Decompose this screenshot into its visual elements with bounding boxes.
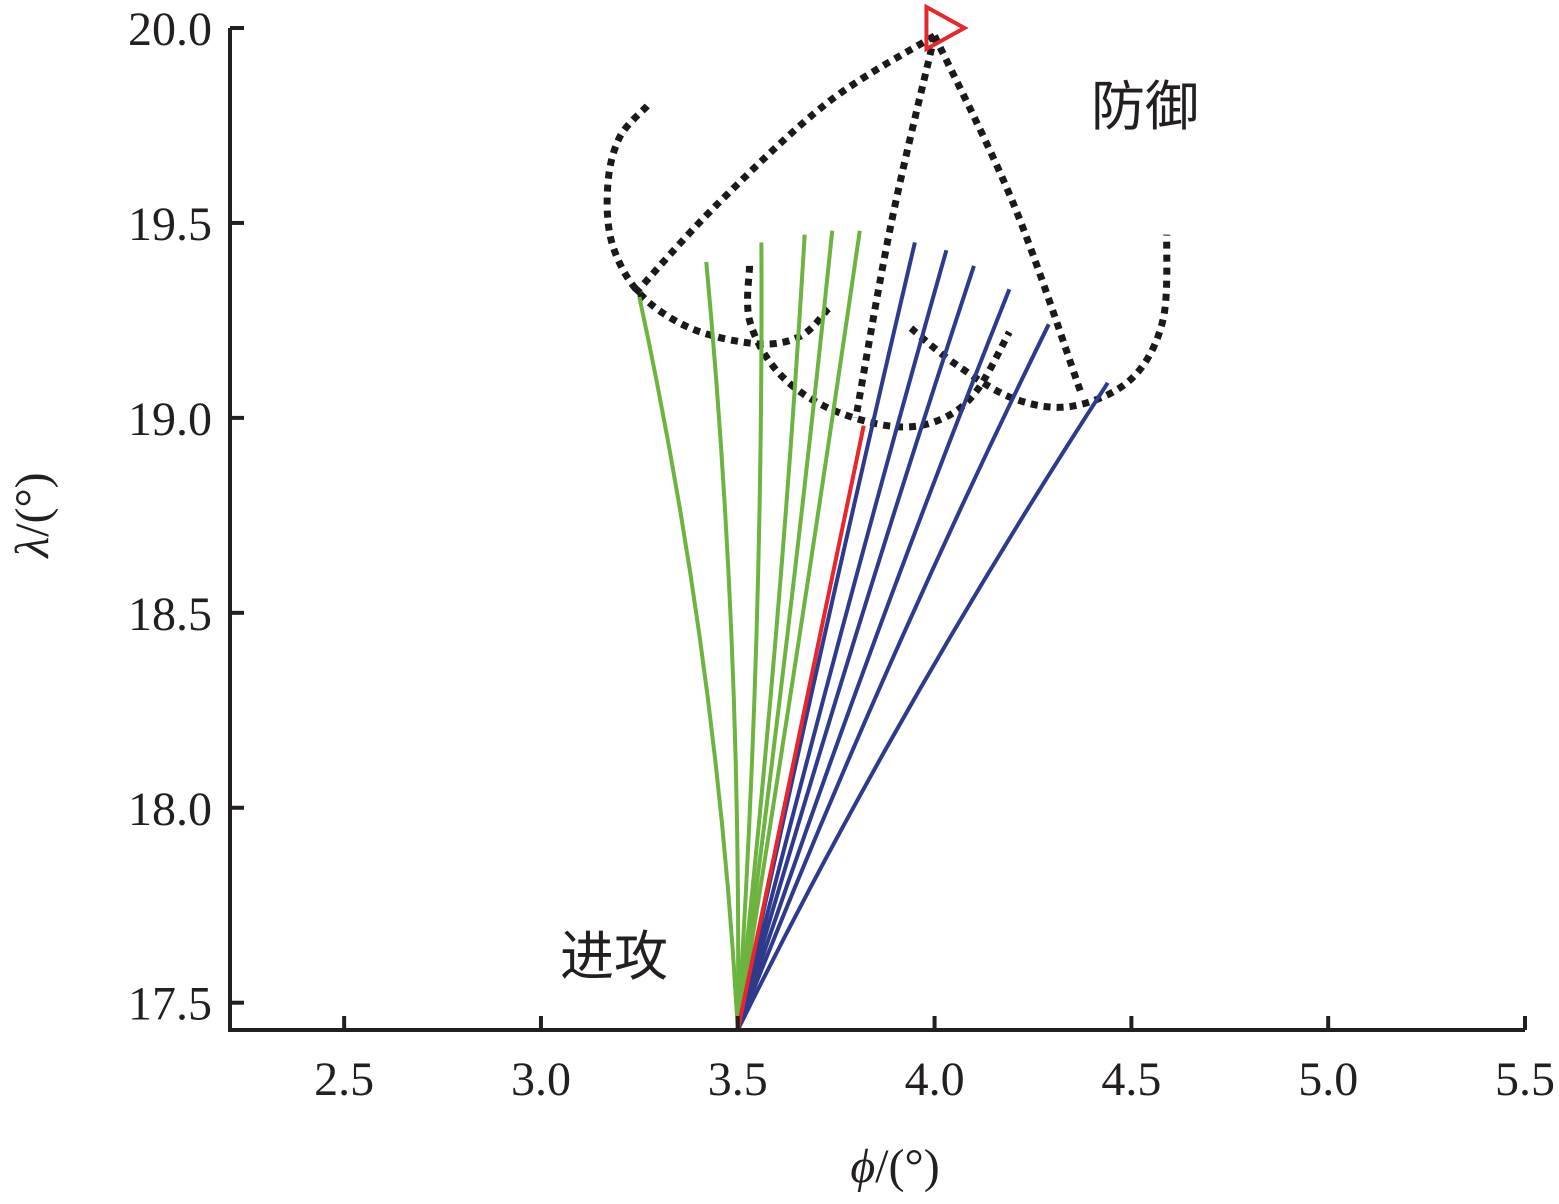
x-tick-label: 2.5 bbox=[314, 1053, 374, 1106]
defense-trajectory bbox=[735, 288, 1012, 1031]
annotation-attack: 进攻 bbox=[560, 925, 668, 988]
x-tick-label: 3.0 bbox=[511, 1053, 571, 1106]
x-tick-label: 4.0 bbox=[905, 1053, 965, 1106]
defense-trajectory bbox=[735, 249, 949, 1031]
attack-trajectory bbox=[637, 296, 740, 1031]
boundary-line bbox=[931, 34, 1084, 392]
attack-trajectory bbox=[735, 242, 764, 1031]
boundary-lines bbox=[603, 32, 1171, 431]
x-tick-label: 5.0 bbox=[1298, 1053, 1358, 1106]
y-tick-label: 20.0 bbox=[128, 3, 212, 56]
y-tick-label: 18.0 bbox=[128, 783, 212, 836]
boundary-line bbox=[908, 234, 1171, 411]
boundary-line bbox=[744, 265, 1013, 431]
y-tick-label: 19.5 bbox=[128, 198, 212, 251]
y-axis-ticks: 17.5 18.0 18.5 19.0 19.5 20.0 bbox=[128, 3, 244, 1031]
y-tick-label: 18.5 bbox=[128, 588, 212, 641]
attack-trajectory bbox=[704, 261, 741, 1031]
annotation-defense: 防御 bbox=[1091, 75, 1199, 138]
x-tick-label: 5.5 bbox=[1495, 1053, 1555, 1106]
x-tick-label: 4.5 bbox=[1101, 1053, 1161, 1106]
attack-trajectories bbox=[637, 230, 862, 1031]
defense-trajectory bbox=[735, 265, 976, 1031]
y-axis-label: λ/(°) bbox=[6, 472, 59, 559]
defense-trajectory bbox=[735, 323, 1051, 1031]
x-axis-ticks: 2.5 3.0 3.5 4.0 4.5 5.0 5.5 bbox=[314, 1016, 1555, 1106]
target-marker-group bbox=[924, 3, 969, 53]
x-tick-label: 3.5 bbox=[708, 1053, 768, 1106]
target-marker bbox=[924, 3, 969, 53]
boundary-line bbox=[852, 35, 938, 419]
attack-trajectory bbox=[735, 230, 835, 1031]
y-tick-label: 19.0 bbox=[128, 393, 212, 446]
defense-trajectories bbox=[735, 241, 1110, 1031]
defense-trajectory bbox=[735, 381, 1110, 1031]
axes bbox=[228, 28, 1525, 1032]
boundary-line bbox=[603, 103, 831, 348]
nominal-trajectory bbox=[735, 425, 866, 1031]
nominal-trajectory-group bbox=[735, 425, 866, 1031]
boundary-line bbox=[632, 32, 937, 296]
y-tick-label: 17.5 bbox=[128, 978, 212, 1031]
attack-trajectory bbox=[735, 230, 862, 1031]
attack-trajectory bbox=[735, 234, 807, 1031]
x-axis-label: ϕ/(°) bbox=[850, 1140, 939, 1193]
